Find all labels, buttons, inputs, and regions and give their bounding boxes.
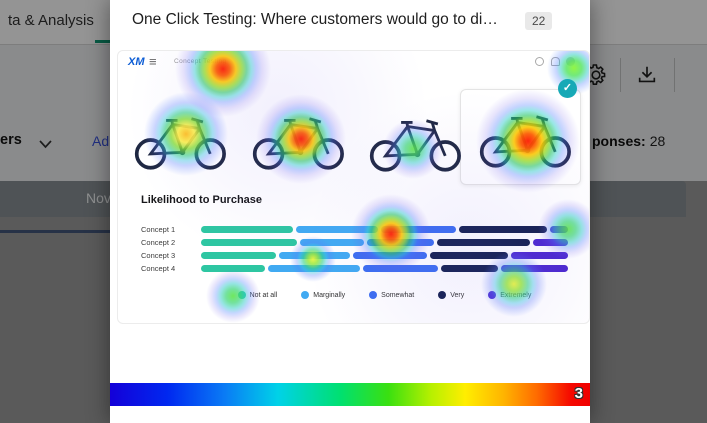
concept-bar <box>201 252 568 259</box>
divider <box>620 58 621 92</box>
heatmap-modal: One Click Testing: Where customers would… <box>110 0 590 423</box>
concept-label: Concept 1 <box>141 225 176 234</box>
xm-logo: XM <box>128 56 145 68</box>
table-header-border <box>0 230 110 233</box>
bar-segment-marginally <box>296 226 378 233</box>
active-tab-underline <box>95 40 115 43</box>
legend-item: Not at all <box>237 291 278 299</box>
bar-segment-marginally <box>278 252 350 259</box>
chart-legend: Not at all Marginally Somewhat Very Extremel… <box>201 291 568 299</box>
hamburger-icon: ≡ <box>149 54 157 69</box>
bell-icon <box>551 57 560 66</box>
bar-segment-very <box>437 239 530 246</box>
legend-label: Marginally <box>313 291 346 299</box>
divider <box>674 58 675 92</box>
legend-label: Not at all <box>249 291 278 299</box>
concept-rows: Concept 1 Concept 2 Concept 3 Concept 4 <box>141 223 569 275</box>
modal-title: One Click Testing: Where customers would… <box>132 11 498 28</box>
add-filter-link[interactable]: Ad <box>92 133 110 149</box>
bar-segment-extremely <box>500 265 568 272</box>
tab-data-analysis[interactable]: ta & Analysis <box>8 12 94 29</box>
bar-segment-not-at-all <box>201 239 297 246</box>
table-header-label: Nov <box>86 190 111 206</box>
survey-screenshot: XM ≡ Concept Testing <box>117 50 590 324</box>
bar-segment-very <box>430 252 509 259</box>
concept-row: Concept 3 <box>141 249 569 262</box>
clock-icon <box>535 57 544 66</box>
concept-bar <box>201 265 568 272</box>
bike-image-1 <box>131 107 229 173</box>
bar-segment-not-at-all <box>201 226 294 233</box>
concept-row: Concept 2 <box>141 236 569 249</box>
bar-segment-not-at-all <box>201 265 265 272</box>
bar-segment-somewhat <box>363 265 438 272</box>
concept-label: Concept 2 <box>141 238 176 247</box>
legend-dot <box>369 291 378 299</box>
legend-item: Extremely <box>488 291 531 299</box>
selected-check-icon: ✓ <box>558 79 577 98</box>
legend-dot <box>301 291 310 299</box>
bar-segment-somewhat <box>352 252 428 259</box>
legend-item: Marginally <box>301 291 345 299</box>
bar-segment-marginally <box>267 265 361 272</box>
heatmap-intensity-scale: 3 <box>110 383 590 406</box>
survey-app-title: Concept Testing <box>174 58 227 65</box>
legend-item: Very <box>438 291 464 299</box>
download-icon[interactable] <box>636 58 658 92</box>
legend-label: Very <box>450 291 465 299</box>
click-count-badge: 22 <box>525 12 553 30</box>
concept-bar <box>201 239 568 246</box>
legend-item: Somewhat <box>369 291 414 299</box>
bike-image-3 <box>366 109 464 175</box>
bike-image-4 <box>476 105 574 171</box>
responses-value: 28 <box>649 133 666 149</box>
bar-segment-very <box>440 265 498 272</box>
bar-segment-somewhat <box>380 226 456 233</box>
bar-segment-extremely <box>550 226 568 233</box>
table-header-band <box>590 181 686 217</box>
legend-dot <box>237 291 246 299</box>
legend-label: Somewhat <box>381 291 415 299</box>
chart-title: Likelihood to Purchase <box>141 194 263 206</box>
concept-bar <box>201 226 568 233</box>
responses-count: ponses: 28 <box>592 133 665 149</box>
bike-image-2 <box>249 107 347 173</box>
table-header-band: Nov <box>0 181 111 217</box>
responses-label: ponses: <box>592 133 646 149</box>
bar-segment-extremely <box>511 252 568 259</box>
bar-segment-extremely <box>532 239 568 246</box>
legend-label: Extremely <box>500 291 532 299</box>
concept-label: Concept 4 <box>141 264 176 273</box>
survey-header: XM ≡ Concept Testing <box>118 51 589 73</box>
chevron-down-icon[interactable] <box>38 136 53 154</box>
bar-segment-very <box>458 226 548 233</box>
concept-row: Concept 1 <box>141 223 569 236</box>
filters-label[interactable]: ers <box>0 132 22 148</box>
concept-label: Concept 3 <box>141 251 176 260</box>
bar-segment-not-at-all <box>201 252 276 259</box>
bar-segment-marginally <box>299 239 364 246</box>
avatar <box>566 57 575 66</box>
concept-row: Concept 4 <box>141 262 569 275</box>
legend-dot <box>488 291 497 299</box>
scale-max-label: 3 <box>574 385 583 402</box>
bar-segment-somewhat <box>366 239 435 246</box>
legend-dot <box>438 291 447 299</box>
